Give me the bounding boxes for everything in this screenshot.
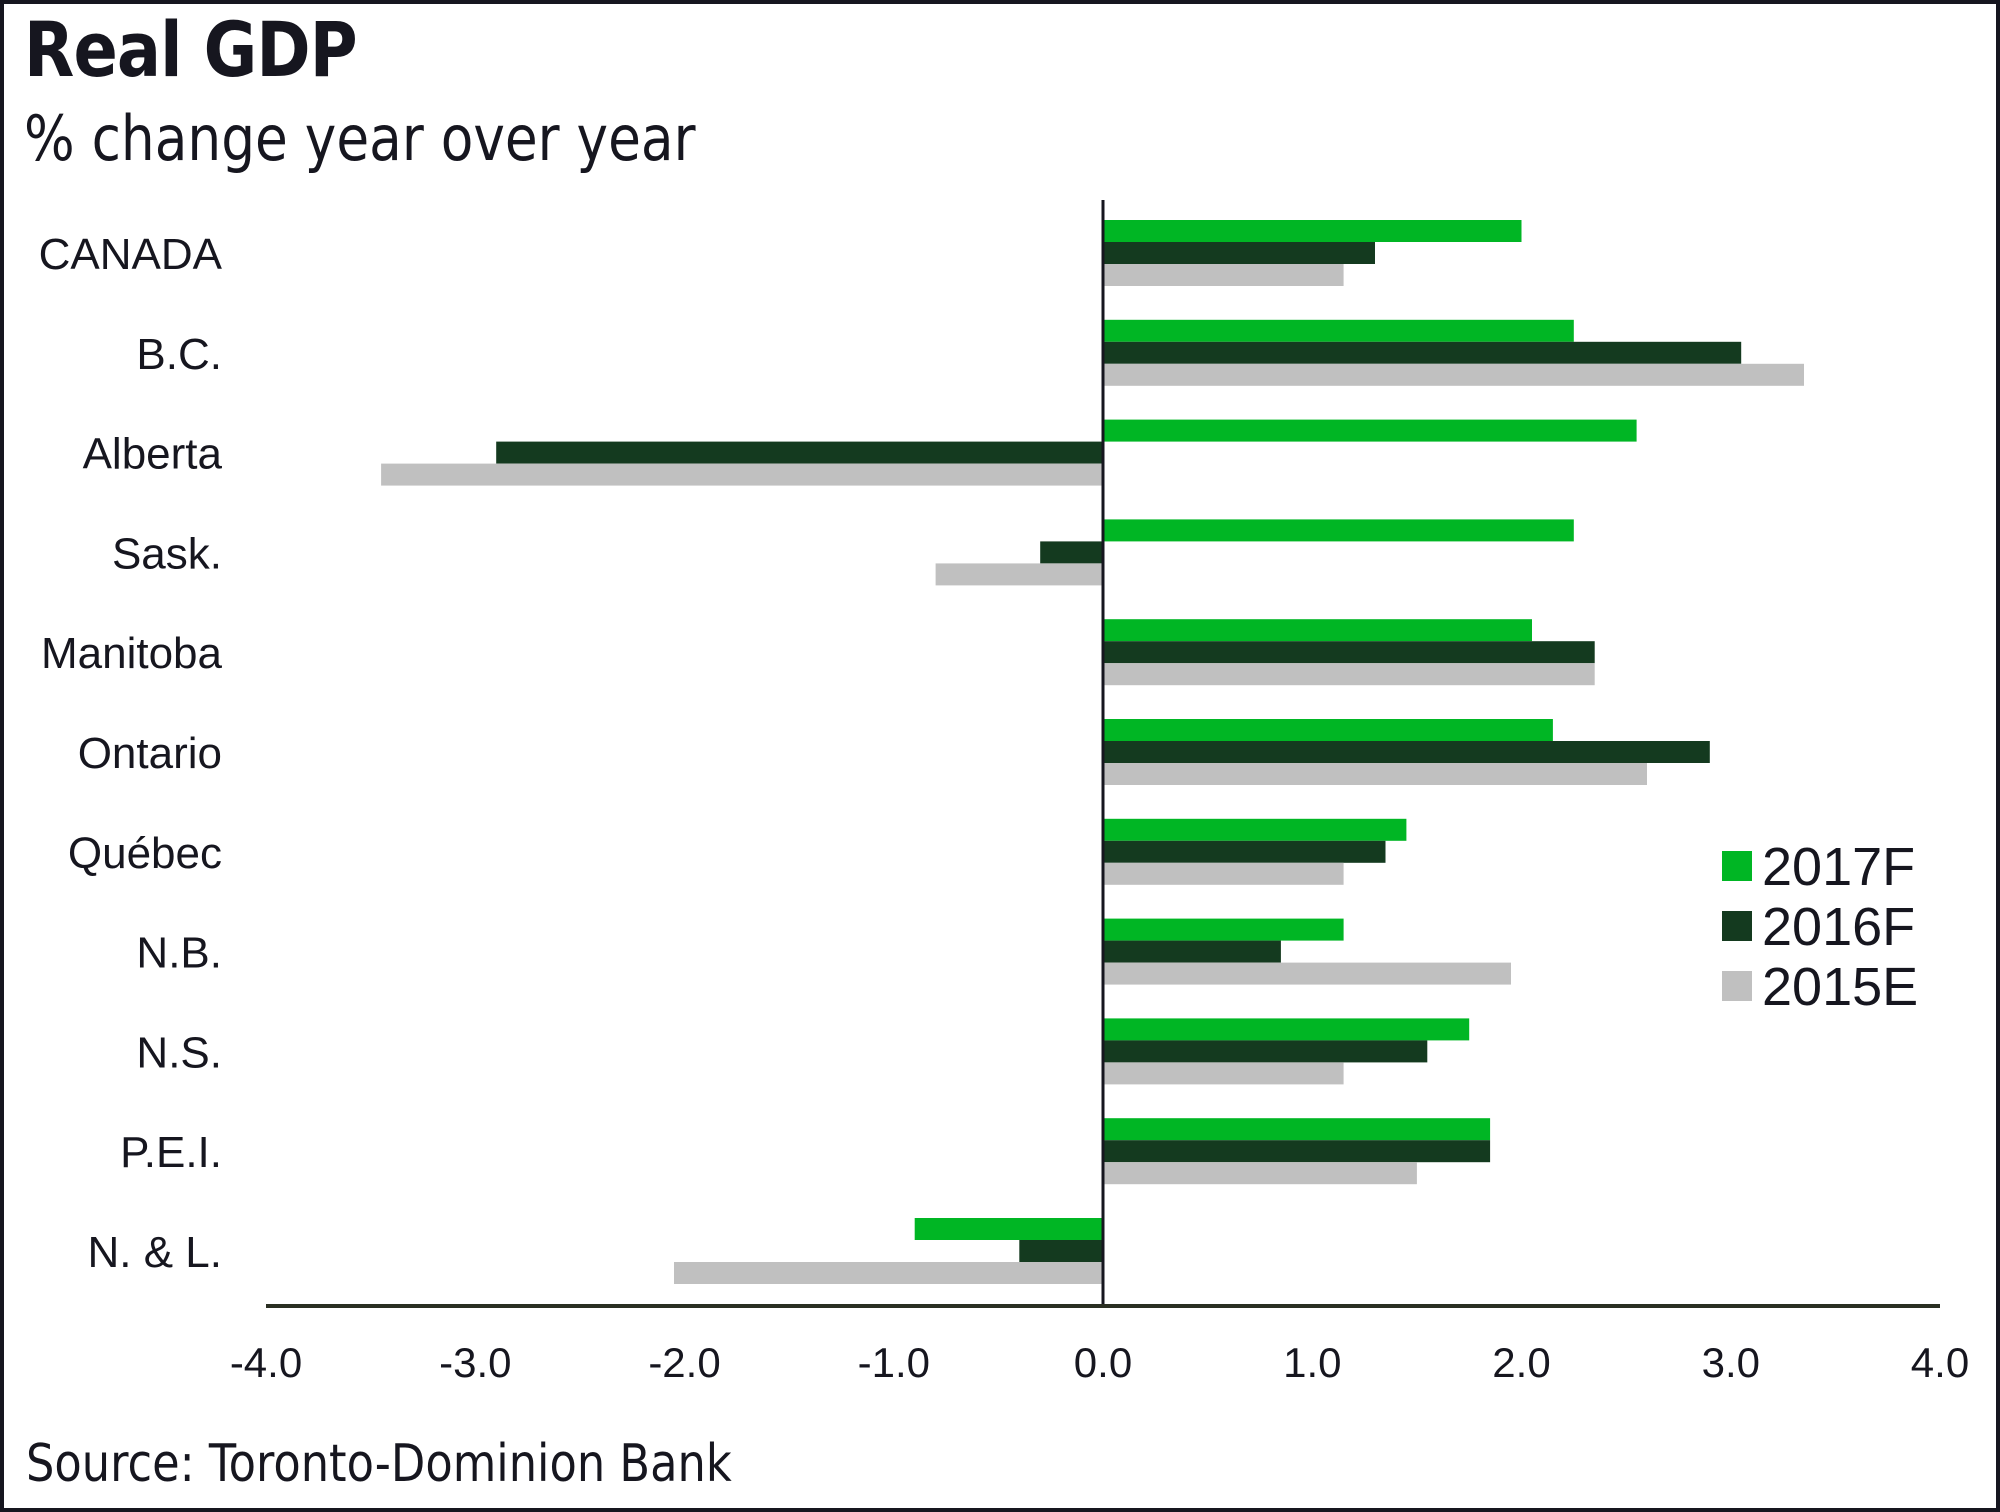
- bar-b-c-2016f: [1103, 341, 1742, 364]
- x-tick-labels: -4.0 -3.0 -2.0 -1.0 0.0 1.0 2.0 3.0 4.0: [230, 1339, 1969, 1386]
- axes-layer: [266, 200, 1940, 1308]
- category-label: N.S.: [136, 1028, 222, 1077]
- category-label: Manitoba: [41, 629, 223, 678]
- bar-qu-bec-2016f: [1103, 840, 1386, 863]
- bar-n-b-2017f: [1103, 918, 1344, 941]
- bar-alberta-2017f: [1103, 419, 1637, 442]
- bar-n-b-2016f: [1103, 940, 1281, 963]
- bar-n-b-2015e: [1103, 962, 1511, 985]
- category-label: P.E.I.: [120, 1128, 222, 1177]
- bar-n-s-2017f: [1103, 1018, 1470, 1041]
- category-label: Québec: [68, 829, 222, 878]
- category-label: B.C.: [136, 330, 222, 379]
- bar-p-e-i-2015e: [1103, 1162, 1417, 1185]
- legend-label-2015e: 2015E: [1762, 957, 1918, 1017]
- bar-n-l-2017f: [914, 1218, 1103, 1240]
- x-tick-label: 0.0: [1074, 1339, 1132, 1386]
- x-tick-label: 4.0: [1911, 1339, 1969, 1386]
- bar-p-e-i-2017f: [1103, 1118, 1491, 1141]
- bar-canada-2016f: [1103, 242, 1375, 264]
- bar-n-s-2016f: [1103, 1040, 1428, 1063]
- source-note: Source: Toronto-Dominion Bank: [26, 1434, 732, 1494]
- category-label: N. & L.: [88, 1228, 223, 1277]
- bar-sask-2015e: [935, 563, 1103, 586]
- legend-swatch-2015e: [1722, 971, 1752, 1001]
- bar-sask-2016f: [1040, 541, 1103, 564]
- category-label: CANADA: [39, 230, 223, 279]
- category-labels: CANADA B.C. Alberta Sask. Manitoba Ontario Qué…: [39, 230, 223, 1277]
- chart-title: Real GDP: [24, 5, 358, 94]
- bar-n-s-2015e: [1103, 1062, 1344, 1085]
- bar-canada-2017f: [1103, 220, 1522, 242]
- bar-manitoba-2017f: [1103, 619, 1532, 642]
- bars-layer: [381, 220, 1804, 1284]
- bar-canada-2015e: [1103, 264, 1344, 286]
- x-tick-label: -3.0: [439, 1339, 511, 1386]
- category-label: N.B.: [136, 929, 222, 978]
- bar-b-c-2017f: [1103, 319, 1574, 342]
- x-tick-label: -1.0: [858, 1339, 930, 1386]
- chart-subtitle: % change year over year: [24, 102, 696, 175]
- category-label: Alberta: [83, 430, 223, 479]
- bar-sask-2017f: [1103, 519, 1574, 542]
- legend-swatch-2017f: [1722, 851, 1752, 881]
- x-tick-label: -2.0: [648, 1339, 720, 1386]
- bar-alberta-2016f: [496, 441, 1103, 464]
- bar-alberta-2015e: [381, 463, 1104, 486]
- category-label: Sask.: [112, 529, 222, 578]
- bar-n-l-2015e: [674, 1262, 1103, 1284]
- bar-ontario-2016f: [1103, 741, 1710, 763]
- bar-qu-bec-2017f: [1103, 818, 1407, 841]
- x-tick-label: 3.0: [1702, 1339, 1760, 1386]
- x-tick-label: 2.0: [1492, 1339, 1550, 1386]
- bar-p-e-i-2016f: [1103, 1140, 1491, 1163]
- bar-ontario-2017f: [1103, 719, 1553, 741]
- bar-ontario-2015e: [1103, 763, 1647, 785]
- x-tick-label: -4.0: [230, 1339, 302, 1386]
- bar-b-c-2015e: [1103, 363, 1804, 386]
- x-tick-label: 1.0: [1283, 1339, 1341, 1386]
- legend-swatch-2016f: [1722, 911, 1752, 941]
- bar-manitoba-2016f: [1103, 641, 1595, 664]
- bar-manitoba-2015e: [1103, 663, 1595, 686]
- legend-label-2016f: 2016F: [1762, 897, 1915, 957]
- category-label: Ontario: [78, 729, 222, 778]
- bar-n-l-2016f: [1019, 1240, 1103, 1262]
- bar-qu-bec-2015e: [1103, 862, 1344, 885]
- legend-label-2017f: 2017F: [1762, 837, 1915, 897]
